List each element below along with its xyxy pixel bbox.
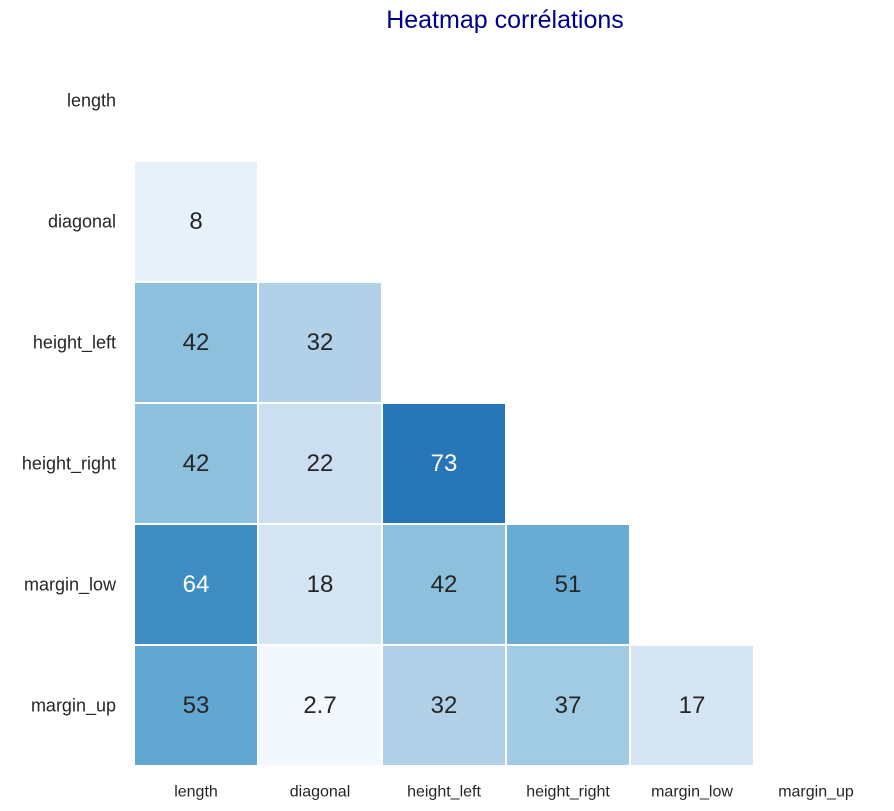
- heatmap-cell: [257, 523, 383, 646]
- heatmap-cell: [505, 523, 631, 646]
- y-tick-label: length: [67, 91, 116, 111]
- y-tick-label: height_left: [33, 333, 116, 354]
- y-tick-label: height_right: [22, 454, 116, 475]
- heatmap-cell: [133, 281, 259, 404]
- y-tick-label: margin_low: [24, 575, 117, 596]
- x-tick-label: height_left: [407, 784, 481, 801]
- x-tick-label: length: [174, 784, 218, 801]
- cell-value-label: 64: [183, 571, 210, 598]
- x-tick-labels: length diagonal height_left height_right mar…: [174, 784, 854, 801]
- chart-title: Heatmap corrélations: [386, 6, 624, 34]
- heatmap-cell: [505, 644, 631, 767]
- heatmap-cell: [381, 523, 507, 646]
- heatmap-cell: [133, 160, 259, 283]
- x-tick-label: margin_low: [651, 784, 733, 801]
- cell-value-label: 8: [189, 208, 202, 235]
- cell-value-label: 73: [431, 450, 458, 477]
- cell-value-label: 32: [307, 329, 334, 356]
- heatmap-cell: [629, 644, 755, 767]
- heatmap-cells: 8 42 32 42 22 73 64 18 42 51 53 2.7 32 37 17: [133, 160, 755, 767]
- x-tick-label: height_right: [526, 784, 610, 801]
- heatmap-cell: [257, 281, 383, 404]
- cell-value-label: 22: [307, 450, 334, 477]
- cell-value-label: 17: [679, 692, 706, 719]
- cell-value-label: 42: [183, 329, 210, 356]
- y-tick-labels: length diagonal height_left height_rightmar…: [22, 91, 117, 717]
- cell-value-label: 32: [431, 692, 458, 719]
- y-tick-label: margin_up: [31, 696, 116, 717]
- x-tick-label: margin_up: [778, 784, 854, 801]
- cell-value-label: 18: [307, 571, 334, 598]
- x-tick-label: diagonal: [290, 784, 351, 801]
- cell-value-label: 42: [183, 450, 210, 477]
- cell-value-label: 53: [183, 692, 210, 719]
- heatmap-cell: [133, 644, 259, 767]
- cell-value-label: 37: [555, 692, 582, 719]
- cell-value-label: 42: [431, 571, 458, 598]
- heatmap-cell: [257, 644, 383, 767]
- cell-value-label: 2.7: [303, 692, 336, 719]
- heatmap-cell: [381, 644, 507, 767]
- y-tick-label: diagonal: [48, 212, 116, 232]
- cell-value-label: 51: [555, 571, 582, 598]
- heatmap-cell: [133, 523, 259, 646]
